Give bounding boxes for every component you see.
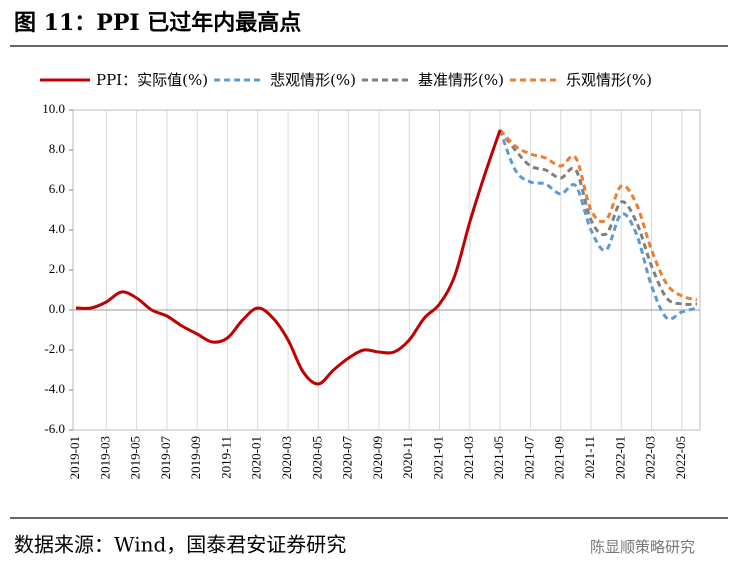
x-tick-label: 2019-03 [97,436,112,479]
x-tick-label: 2022-01 [612,436,627,479]
x-tick-label: 2019-11 [218,436,233,479]
x-tick-label: 2021-11 [582,436,597,479]
y-tick-label: 6.0 [49,181,65,196]
x-tick-label: 2022-03 [643,436,658,479]
y-tick-label: -4.0 [44,381,65,396]
y-tick-label: 2.0 [49,261,65,276]
x-tick-label: 2020-07 [340,436,355,480]
x-tick-label: 2020-11 [400,436,415,479]
x-tick-label: 2020-05 [309,436,324,479]
y-tick-label: 8.0 [49,141,65,156]
chart-title: 图 11：PPI 已过年内最高点 [14,10,301,36]
y-tick-label: 0.0 [49,301,65,316]
x-tick-label: 2019-01 [67,436,82,479]
series-line [75,129,502,386]
source-note: 数据来源：Wind，国泰君安证券研究 [14,533,346,557]
y-tick-label: 10.0 [42,101,65,116]
x-tick-label: 2020-09 [370,436,385,479]
x-tick-label: 2021-09 [552,436,567,479]
legend-label: PPI：实际值(%) [96,71,208,89]
x-tick-label: 2022-05 [673,436,688,479]
legend-label: 基准情形(%) [418,71,504,89]
series-line [498,128,698,302]
y-tick-label: 4.0 [49,221,65,236]
watermark: 陈显顺策略研究 [590,538,695,556]
x-tick-label: 2021-07 [521,436,536,480]
series-line [498,129,698,321]
y-tick-label: -6.0 [44,421,65,436]
x-tick-label: 2019-07 [158,436,173,480]
x-tick-label: 2019-05 [128,436,143,479]
x-tick-label: 2021-03 [461,436,476,479]
x-tick-label: 2021-01 [430,436,445,479]
x-tick-label: 2021-05 [491,436,506,479]
series-line [498,129,698,306]
y-tick-label: -2.0 [44,341,65,356]
x-tick-label: 2020-03 [279,436,294,479]
legend-label: 悲观情形(%) [270,71,356,89]
x-tick-label: 2020-01 [249,436,264,479]
x-tick-label: 2019-09 [188,436,203,479]
legend-label: 乐观情形(%) [566,71,652,89]
